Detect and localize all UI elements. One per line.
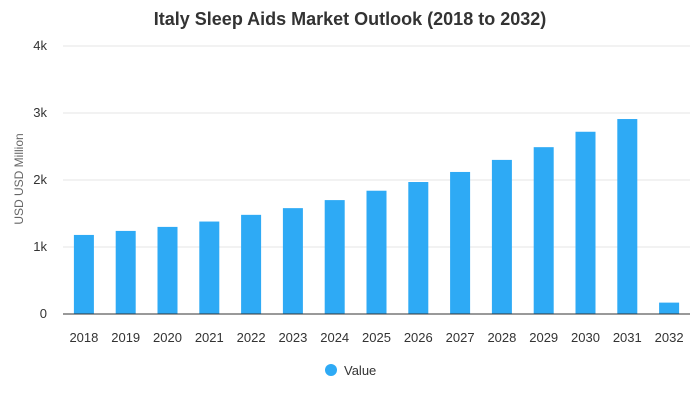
bar-2018[interactable] — [73, 234, 94, 314]
bar-2026[interactable] — [408, 182, 429, 314]
x-tick-label: 2028 — [487, 330, 516, 345]
y-tick-label: 3k — [33, 105, 47, 120]
bar-2032[interactable] — [659, 302, 680, 314]
legend-label: Value — [344, 363, 376, 378]
bar-2029[interactable] — [533, 147, 554, 314]
x-tick-label: 2032 — [655, 330, 684, 345]
bar-2025[interactable] — [366, 190, 387, 314]
legend[interactable]: Value — [325, 363, 376, 378]
bar-2030[interactable] — [575, 131, 596, 314]
bar-2022[interactable] — [241, 214, 262, 314]
chart-title: Italy Sleep Aids Market Outlook (2018 to… — [154, 9, 546, 29]
x-tick-label: 2024 — [320, 330, 349, 345]
bar-series — [73, 119, 680, 314]
x-tick-label: 2022 — [237, 330, 266, 345]
x-tick-label: 2026 — [404, 330, 433, 345]
x-tick-label: 2030 — [571, 330, 600, 345]
y-axis-label: USD USD Million — [12, 133, 26, 224]
y-axis-ticks: 0 1k 2k 3k 4k — [33, 38, 47, 321]
y-tick-label: 4k — [33, 38, 47, 53]
x-axis-ticks: 2018 2019 2020 2021 2022 2023 2024 2025 2026 2027… — [69, 330, 683, 345]
x-tick-label: 2029 — [529, 330, 558, 345]
x-tick-label: 2025 — [362, 330, 391, 345]
x-tick-label: 2027 — [446, 330, 475, 345]
x-tick-label: 2019 — [111, 330, 140, 345]
y-tick-label: 0 — [40, 306, 47, 321]
x-tick-label: 2018 — [69, 330, 98, 345]
x-tick-label: 2020 — [153, 330, 182, 345]
x-tick-label: 2023 — [278, 330, 307, 345]
x-tick-label: 2021 — [195, 330, 224, 345]
y-tick-label: 2k — [33, 172, 47, 187]
x-tick-label: 2031 — [613, 330, 642, 345]
legend-swatch — [325, 364, 337, 376]
y-tick-label: 1k — [33, 239, 47, 254]
bar-2024[interactable] — [324, 200, 345, 314]
bar-2027[interactable] — [450, 171, 471, 314]
bar-2021[interactable] — [199, 221, 220, 314]
bar-2019[interactable] — [115, 230, 136, 314]
bar-2023[interactable] — [282, 208, 303, 314]
bar-2031[interactable] — [617, 119, 638, 314]
bar-2020[interactable] — [157, 226, 178, 314]
bar-2028[interactable] — [491, 159, 512, 314]
